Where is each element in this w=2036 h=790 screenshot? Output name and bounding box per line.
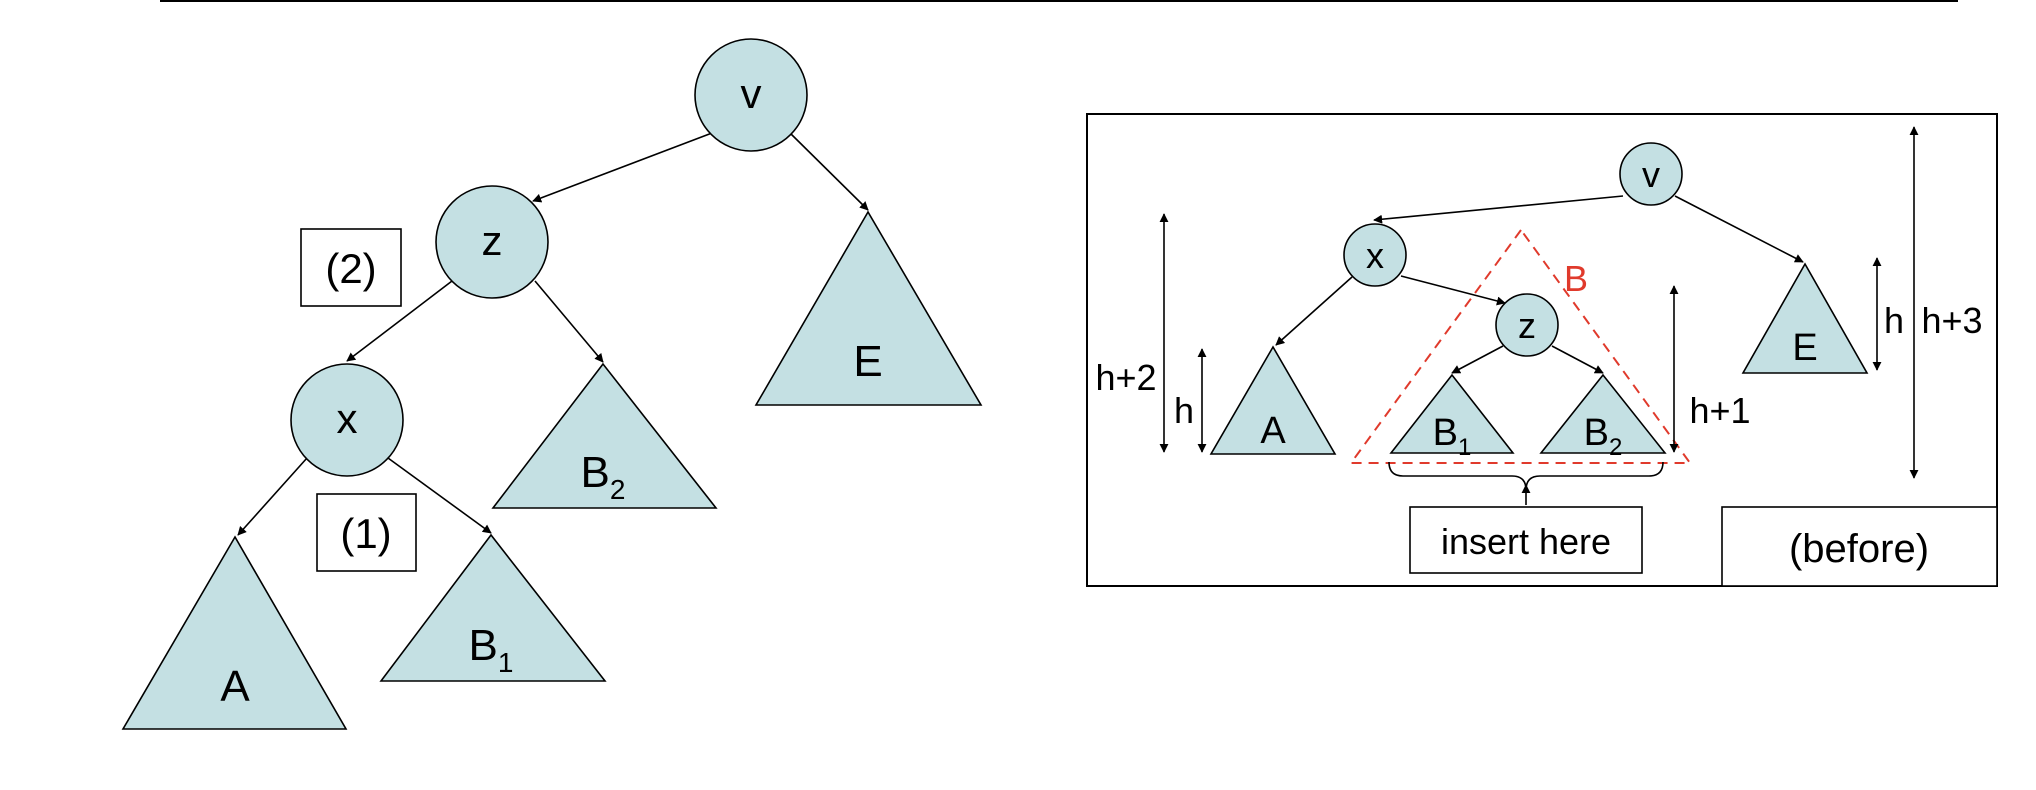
insert-box — [1409, 506, 1643, 574]
state-box — [1721, 506, 1998, 587]
step2-box — [300, 228, 402, 307]
r-subtree-a — [1209, 345, 1337, 455]
subtree-a — [121, 535, 348, 730]
node-v — [694, 38, 808, 152]
edge-z-x — [346, 280, 453, 362]
height-label-right-inner: h — [1884, 300, 1904, 341]
node-x-label: x — [337, 395, 358, 442]
subtree-e — [754, 210, 983, 406]
r-subtree-e — [1741, 262, 1869, 374]
edge-r-v-x — [1373, 195, 1624, 224]
r-node-v — [1619, 142, 1683, 206]
edge-x-b1 — [387, 457, 492, 534]
group-b-outline — [1349, 228, 1692, 464]
r-node-x — [1343, 223, 1407, 287]
r-subtree-b1-label: B1 — [1433, 412, 1472, 461]
subtree-b1 — [379, 533, 607, 682]
edge-z-b2 — [534, 280, 604, 363]
r-subtree-b2-subscript: 2 — [1609, 434, 1622, 461]
node-v-label: v — [741, 70, 762, 117]
r-subtree-b2 — [1539, 373, 1667, 454]
edge-r-v-e — [1674, 195, 1804, 263]
subtree-b2-subscript: 2 — [610, 474, 626, 505]
subtree-b2 — [491, 362, 718, 509]
subtree-b1-label: B1 — [469, 621, 514, 678]
height-label-right-outer: h+3 — [1921, 300, 1982, 341]
edge-x-a — [237, 457, 308, 536]
right-panel: v x z A B1 B2 E B h+2 h h+1 h h+3 inser — [1086, 113, 1998, 587]
node-z — [435, 185, 549, 299]
subtree-a-label: A — [220, 662, 250, 711]
left-tree: v z x E B2 A B1 (2) (1) — [121, 38, 983, 730]
subtree-b1-subscript: 1 — [498, 647, 514, 678]
r-node-z-label: z — [1518, 305, 1536, 346]
edge-r-x-a — [1275, 276, 1353, 346]
edge-r-z-b2 — [1551, 345, 1604, 374]
height-label-middle: h+1 — [1689, 390, 1750, 431]
r-subtree-b1 — [1389, 373, 1515, 454]
r-subtree-b1-subscript: 1 — [1458, 434, 1471, 461]
step2-label: (2) — [325, 245, 376, 292]
r-node-z — [1495, 293, 1559, 357]
step1-box — [316, 493, 417, 572]
r-subtree-e-label: E — [1792, 327, 1817, 369]
r-node-x-label: x — [1366, 235, 1384, 276]
step1-label: (1) — [340, 510, 391, 557]
edge-r-x-z — [1400, 275, 1506, 306]
r-node-v-label: v — [1642, 154, 1660, 195]
subtree-e-label: E — [853, 337, 882, 386]
height-label-left-outer: h+2 — [1095, 357, 1156, 398]
edge-v-e — [789, 132, 869, 211]
insert-label: insert here — [1441, 521, 1611, 562]
r-subtree-b2-label: B2 — [1584, 412, 1623, 461]
edge-r-z-b1 — [1451, 345, 1504, 374]
node-z-label: z — [482, 217, 503, 264]
height-label-left-inner: h — [1174, 390, 1194, 431]
r-subtree-a-label: A — [1260, 410, 1286, 452]
group-b-label: B — [1564, 258, 1588, 299]
edge-v-z — [532, 132, 713, 203]
state-label: (before) — [1789, 527, 1929, 571]
subtree-b2-label: B2 — [581, 448, 626, 505]
node-x — [290, 363, 404, 477]
